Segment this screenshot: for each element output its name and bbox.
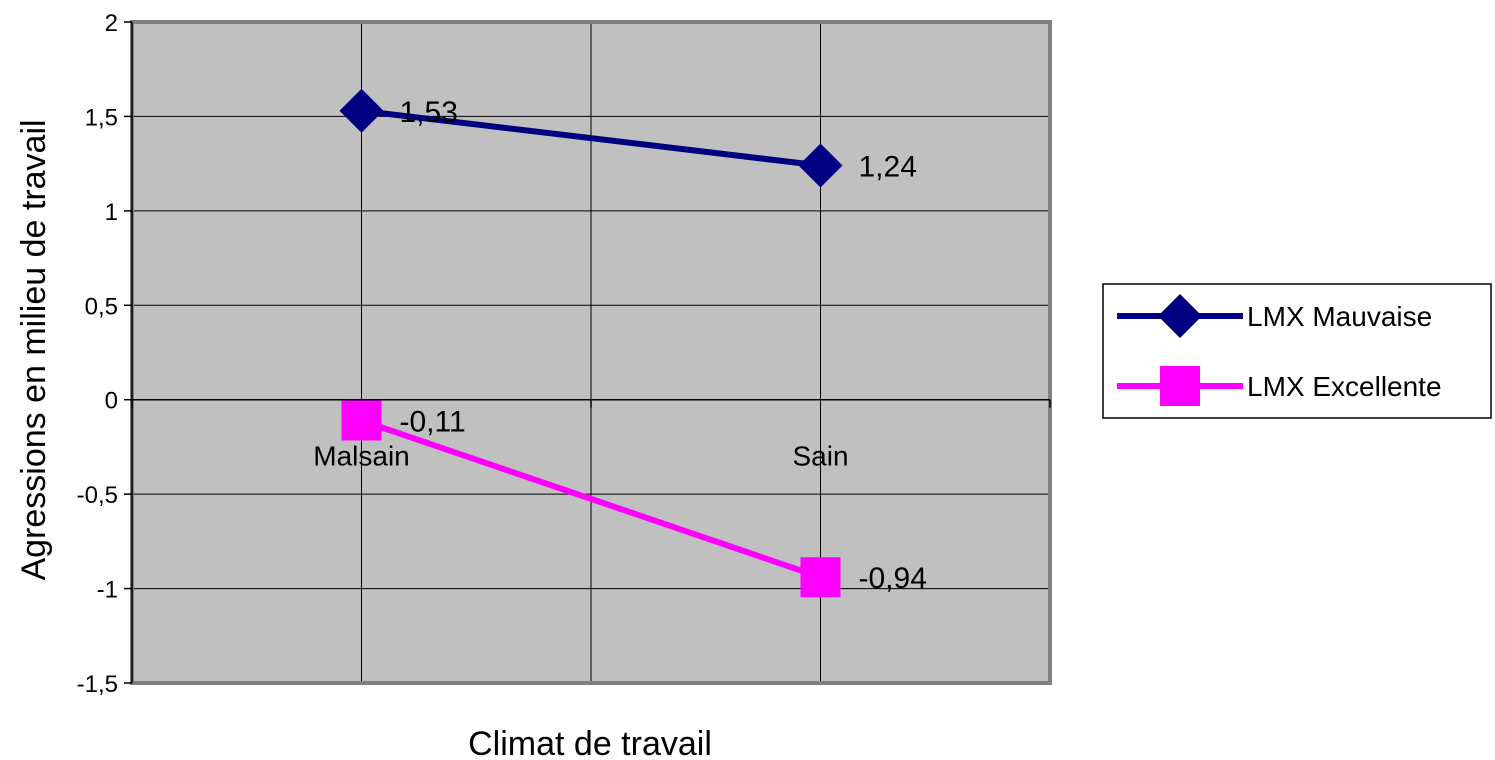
- data-label: 1,24: [859, 151, 917, 184]
- series-layer: [339, 88, 843, 598]
- y-tick-label: -0,5: [77, 482, 118, 509]
- series-line: [360, 417, 822, 581]
- data-label: 1,53: [400, 96, 458, 129]
- data-labels: 1,53 1,24 -0,11 -0,94: [400, 96, 927, 595]
- series-point: [798, 143, 843, 188]
- series-1: [339, 88, 843, 188]
- x-axis-title: Climat de travail: [468, 725, 712, 760]
- legend: LMX Mauvaise LMX Excellente: [1102, 283, 1492, 419]
- y-tick-label: 0: [105, 388, 118, 415]
- series-point: [339, 88, 384, 133]
- x-tick-label: Malsain: [313, 441, 409, 472]
- y-tick-label: 2: [105, 10, 118, 37]
- x-tick-label: Sain: [792, 441, 848, 472]
- legend-item: LMX Excellente: [1117, 366, 1442, 406]
- legend-marker: [1160, 366, 1200, 406]
- series-point: [800, 557, 841, 598]
- y-tick-label: -1,5: [77, 671, 118, 698]
- y-tick-label: -1: [97, 577, 118, 604]
- y-axis-title: Agressions en milieu de travail: [15, 119, 53, 580]
- series-2: [341, 400, 841, 598]
- y-axis: 2 1,5 1 0,5 0 -0,5 -1 -1,5: [77, 10, 133, 698]
- y-tick-label: 1: [105, 199, 118, 226]
- legend-item: LMX Mauvaise: [1117, 294, 1432, 338]
- y-tick-label: 1,5: [85, 104, 118, 131]
- data-label: -0,11: [400, 405, 466, 438]
- series-line: [361, 107, 821, 169]
- y-tick-label: 0,5: [85, 293, 118, 320]
- data-label: -0,94: [859, 562, 927, 595]
- series-point: [341, 400, 382, 441]
- x-axis: Malsain Sain: [131, 398, 1051, 472]
- legend-marker: [1158, 294, 1202, 338]
- legend-label: LMX Mauvaise: [1247, 301, 1432, 332]
- legend-box: [1102, 283, 1492, 419]
- legend-label: LMX Excellente: [1247, 371, 1442, 402]
